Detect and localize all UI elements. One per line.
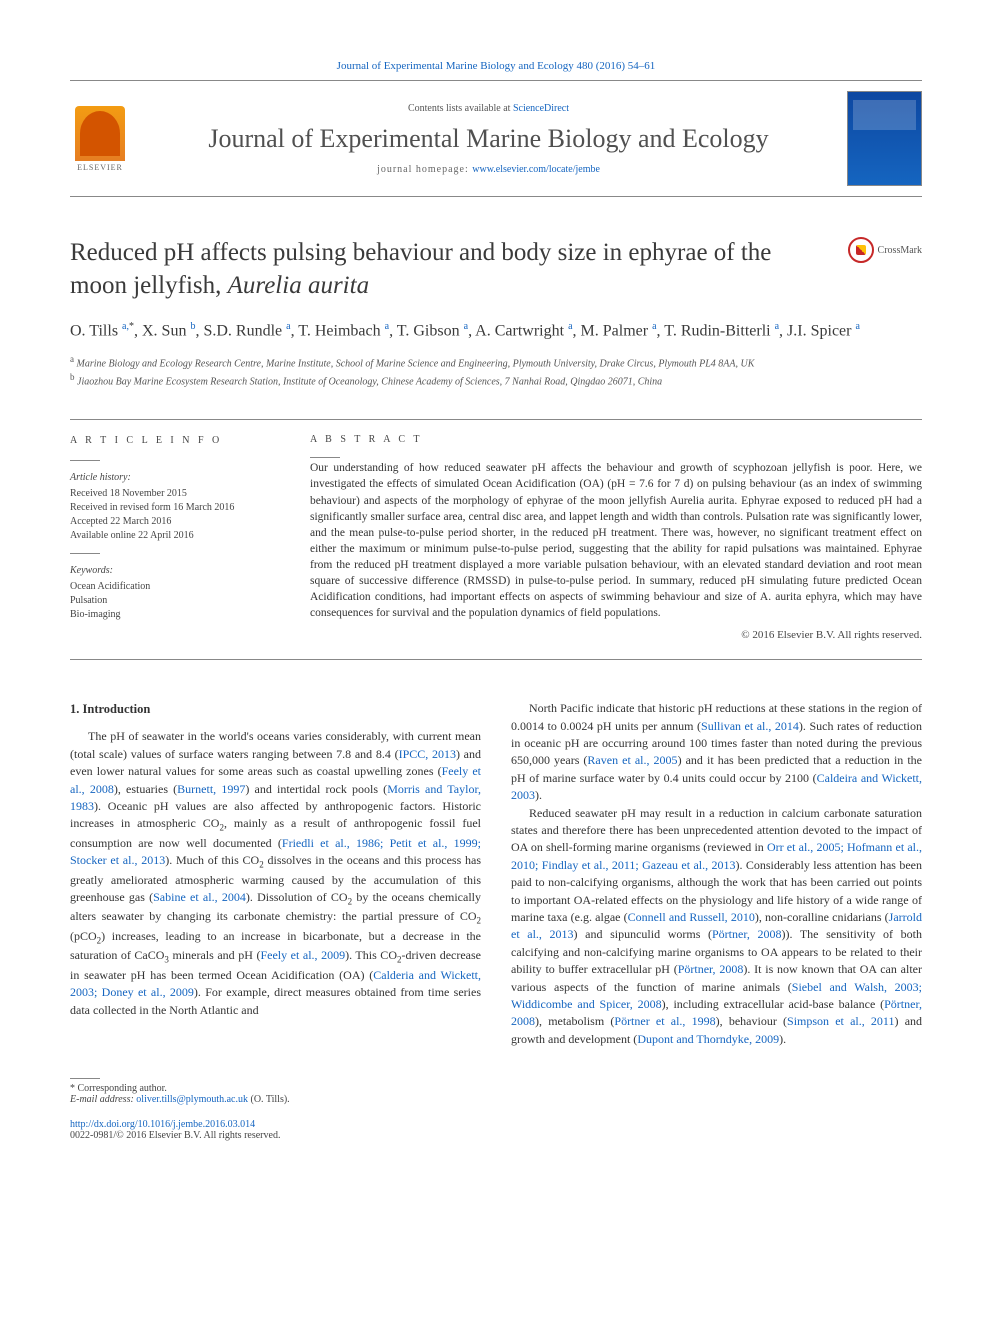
intro-para-1: The pH of seawater in the world's oceans… bbox=[70, 728, 481, 1019]
abstract-text: Our understanding of how reduced seawate… bbox=[310, 460, 922, 621]
footer: * Corresponding author. E-mail address: … bbox=[70, 1078, 922, 1141]
journal-header: ELSEVIER Contents lists available at Sci… bbox=[70, 80, 922, 197]
homepage-prefix: journal homepage: bbox=[377, 164, 472, 175]
body-text: 1. Introduction The pH of seawater in th… bbox=[70, 700, 922, 1048]
homepage-line: journal homepage: www.elsevier.com/locat… bbox=[150, 164, 827, 175]
crossmark-icon bbox=[848, 237, 874, 263]
contents-line: Contents lists available at ScienceDirec… bbox=[150, 103, 827, 114]
keywords-head: Keywords: bbox=[70, 564, 270, 578]
email-label: E-mail address: bbox=[70, 1094, 136, 1105]
affiliation-line: a Marine Biology and Ecology Research Ce… bbox=[70, 353, 922, 371]
abstract-copyright: © 2016 Elsevier B.V. All rights reserved… bbox=[310, 629, 922, 641]
affiliation-line: b Jiaozhou Bay Marine Ecosystem Research… bbox=[70, 371, 922, 389]
affiliations: a Marine Biology and Ecology Research Ce… bbox=[70, 353, 922, 390]
introduction-head: 1. Introduction bbox=[70, 700, 481, 718]
corresponding-author: * Corresponding author. bbox=[70, 1083, 922, 1094]
issn-copyright: 0022-0981/© 2016 Elsevier B.V. All right… bbox=[70, 1130, 922, 1141]
abstract-head: A B S T R A C T bbox=[310, 434, 922, 445]
history-item: Accepted 22 March 2016 bbox=[70, 515, 270, 529]
journal-cover-thumbnail bbox=[847, 91, 922, 186]
top-citation[interactable]: Journal of Experimental Marine Biology a… bbox=[70, 60, 922, 72]
intro-para-3: Reduced seawater pH may result in a redu… bbox=[511, 805, 922, 1048]
contents-prefix: Contents lists available at bbox=[408, 103, 513, 114]
keyword-item: Ocean Acidification bbox=[70, 580, 270, 594]
article-info-column: A R T I C L E I N F O Article history: R… bbox=[70, 434, 270, 641]
history-item: Received 18 November 2015 bbox=[70, 487, 270, 501]
email-link[interactable]: oliver.tills@plymouth.ac.uk bbox=[136, 1094, 248, 1105]
doi-link[interactable]: http://dx.doi.org/10.1016/j.jembe.2016.0… bbox=[70, 1119, 255, 1130]
authors-list: O. Tills a,*, X. Sun b, S.D. Rundle a, T… bbox=[70, 320, 922, 343]
history-item: Received in revised form 16 March 2016 bbox=[70, 501, 270, 515]
crossmark-badge[interactable]: CrossMark bbox=[848, 237, 922, 263]
title-text: Reduced pH affects pulsing behaviour and… bbox=[70, 239, 771, 299]
article-info-head: A R T I C L E I N F O bbox=[70, 434, 270, 448]
history-head: Article history: bbox=[70, 471, 270, 485]
elsevier-tree-icon bbox=[75, 106, 125, 161]
title-species: Aurelia aurita bbox=[228, 272, 369, 299]
publisher-name: ELSEVIER bbox=[77, 163, 123, 172]
keyword-item: Bio-imaging bbox=[70, 608, 270, 622]
email-line: E-mail address: oliver.tills@plymouth.ac… bbox=[70, 1094, 922, 1105]
homepage-link[interactable]: www.elsevier.com/locate/jembe bbox=[472, 164, 600, 175]
sciencedirect-link[interactable]: ScienceDirect bbox=[513, 103, 569, 114]
history-item: Available online 22 April 2016 bbox=[70, 529, 270, 543]
keyword-item: Pulsation bbox=[70, 594, 270, 608]
elsevier-logo: ELSEVIER bbox=[70, 106, 130, 172]
crossmark-label: CrossMark bbox=[878, 245, 922, 256]
intro-para-2: North Pacific indicate that historic pH … bbox=[511, 700, 922, 804]
email-author: (O. Tills). bbox=[248, 1094, 290, 1105]
journal-name: Journal of Experimental Marine Biology a… bbox=[150, 124, 827, 154]
abstract-column: A B S T R A C T Our understanding of how… bbox=[310, 434, 922, 641]
article-title: Reduced pH affects pulsing behaviour and… bbox=[70, 237, 828, 302]
